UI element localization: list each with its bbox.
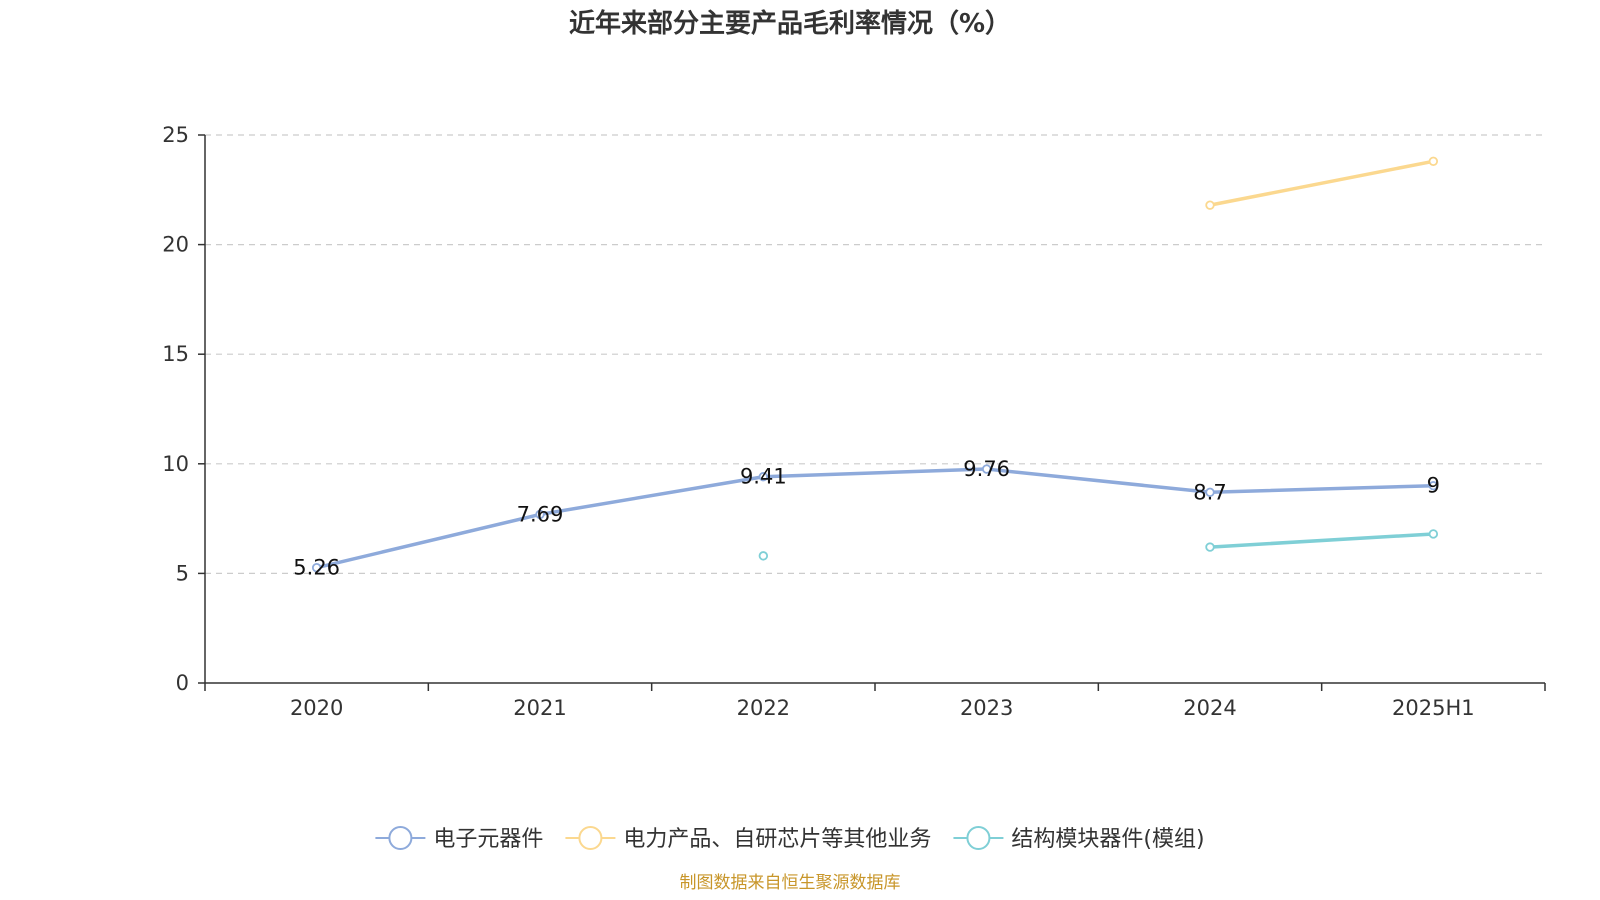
y-tick-label-25: 25 — [162, 123, 189, 147]
x-tick-label-2021: 2021 — [513, 696, 566, 720]
y-tick-label-15: 15 — [162, 342, 189, 366]
series-0-point-2024 — [1205, 487, 1215, 497]
legend-marker-0 — [388, 826, 413, 850]
y-tick-label-5: 5 — [176, 561, 189, 585]
source-note: 制图数据来自恒生聚源数据库 — [680, 873, 901, 893]
series-0-point-2022 — [758, 472, 769, 482]
data-labels: 5.26 7.69 9.41 9.76 8.7 9 — [293, 457, 1440, 580]
series-0-line-0 — [314, 467, 1436, 570]
x-tick-label-2025H1: 2025H1 — [1392, 696, 1475, 720]
legend-label-2: 结构模块器件(模组) — [1011, 827, 1204, 852]
data-label-2023: 9.76 — [963, 457, 1010, 481]
x-tick-label-2023: 2023 — [960, 696, 1013, 720]
data-label-2021: 7.69 — [517, 502, 564, 526]
legend-label-0: 电子元器件 — [433, 827, 543, 852]
series-2-line-1 — [1208, 532, 1436, 549]
series-0-point-2025H1 — [1428, 481, 1439, 491]
legend-marker-1 — [578, 826, 603, 850]
series-2-point-2022 — [758, 551, 769, 561]
grid-lines — [205, 134, 1545, 575]
series-1-point-2024 — [1205, 200, 1215, 210]
data-label-2022: 9.41 — [740, 465, 787, 489]
series-0-point-2023 — [981, 464, 992, 474]
series-0-point-2020 — [311, 563, 322, 573]
y-tick-label-0: 0 — [176, 671, 189, 695]
legend: 电子元器件 电力产品、自研芯片等其他业务 结构模块器件(模组) — [375, 826, 1205, 852]
y-tick-label-10: 10 — [162, 452, 189, 476]
x-tick-label-2024: 2024 — [1183, 696, 1236, 720]
y-tick-label-20: 20 — [162, 233, 189, 257]
legend-marker-2 — [966, 826, 991, 850]
data-label-2024: 8.7 — [1193, 480, 1226, 504]
chart-title: 近年来部分主要产品毛利率情况（%） — [569, 8, 1011, 39]
data-label-2025H1: 9 — [1427, 474, 1440, 498]
series-0-point-2021 — [535, 509, 545, 520]
data-label-2020: 5.26 — [293, 556, 340, 580]
legend-label-1: 电力产品、自研芯片等其他业务 — [623, 827, 931, 852]
series-2-point-2024 — [1205, 542, 1215, 552]
series-1-line-0 — [1208, 159, 1436, 207]
series-2-point-2025H1 — [1428, 529, 1439, 539]
x-tick-label-2020: 2020 — [290, 696, 343, 720]
series-1-point-2025H1 — [1428, 156, 1439, 167]
x-tick-label-2022: 2022 — [737, 696, 790, 720]
series-lines — [311, 156, 1439, 573]
axes: 0 5 10 15 20 25 2020 2021 2022 2023 2024 2025H1 — [162, 123, 1546, 720]
